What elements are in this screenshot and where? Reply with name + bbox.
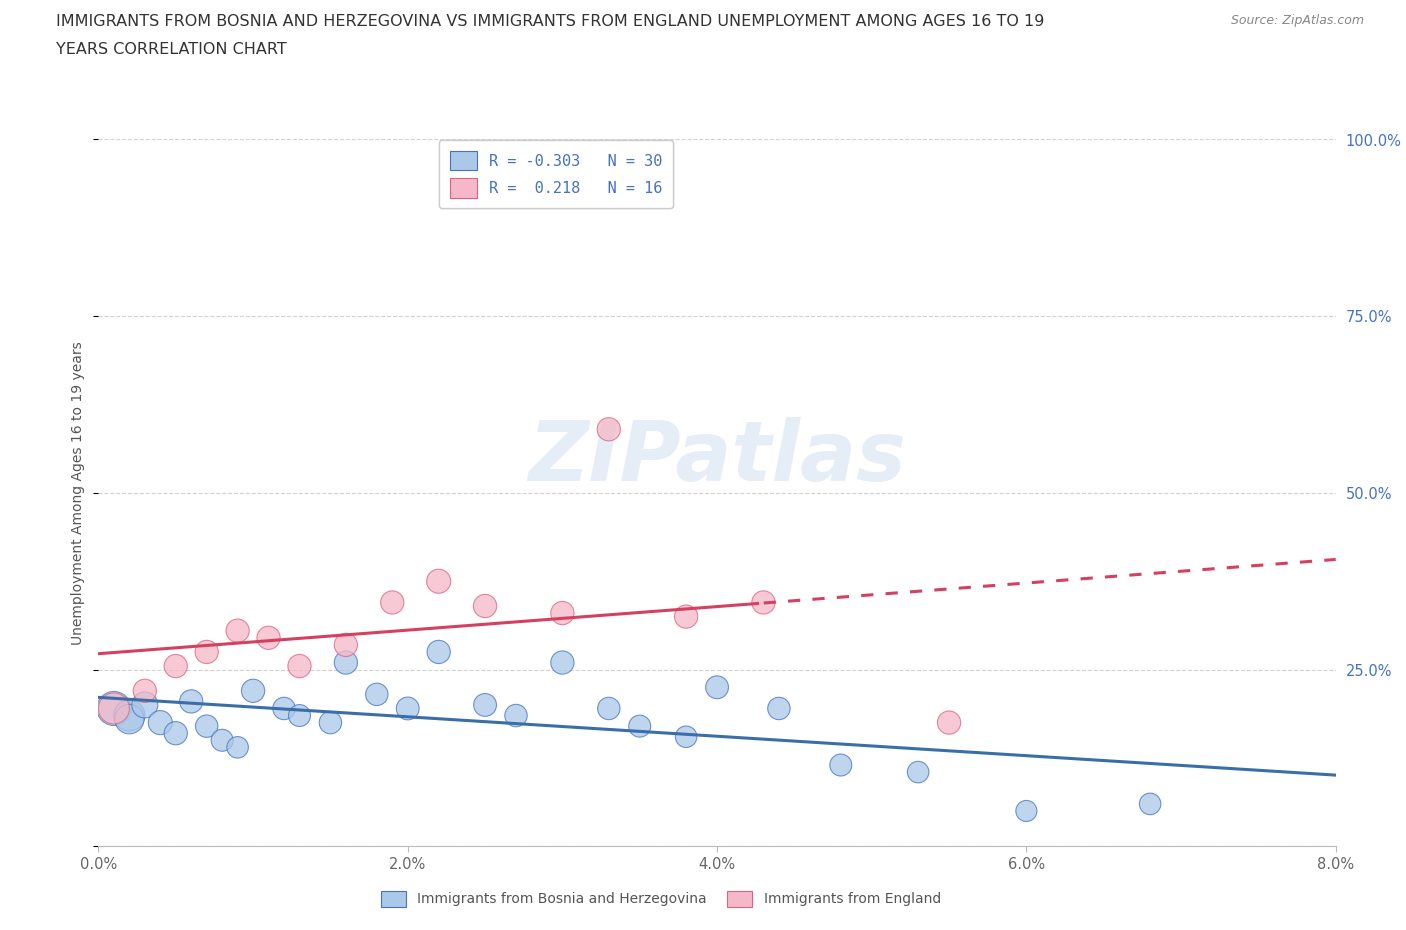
Point [149,715,172,730]
Point [257,631,280,645]
Point [938,715,960,730]
Point [830,758,852,773]
Point [551,655,574,670]
Point [103,701,125,716]
Point [242,684,264,698]
Point [628,719,651,734]
Point [474,698,496,712]
Point [1139,796,1161,811]
Point [226,623,249,638]
Point [474,599,496,614]
Point [598,422,620,437]
Point [427,574,450,589]
Point [551,605,574,620]
Point [675,609,697,624]
Point [195,719,218,734]
Point [134,698,156,712]
Text: IMMIGRANTS FROM BOSNIA AND HERZEGOVINA VS IMMIGRANTS FROM ENGLAND UNEMPLOYMENT A: IMMIGRANTS FROM BOSNIA AND HERZEGOVINA V… [56,14,1045,29]
Point [366,687,388,702]
Point [118,708,141,723]
Point [319,715,342,730]
Point [288,708,311,723]
Point [273,701,295,716]
Point [768,701,790,716]
Point [118,711,141,726]
Point [396,701,419,716]
Point [505,708,527,723]
Point [598,701,620,716]
Point [165,658,187,673]
Point [180,694,202,709]
Point [103,701,125,716]
Point [165,725,187,740]
Point [288,658,311,673]
Point [752,595,775,610]
Text: ZIPatlas: ZIPatlas [529,417,905,498]
Legend: Immigrants from Bosnia and Herzegovina, Immigrants from England: Immigrants from Bosnia and Herzegovina, … [374,884,948,914]
Point [211,733,233,748]
Text: Source: ZipAtlas.com: Source: ZipAtlas.com [1230,14,1364,27]
Legend: R = -0.303   N = 30, R =  0.218   N = 16: R = -0.303 N = 30, R = 0.218 N = 16 [439,140,673,208]
Y-axis label: Unemployment Among Ages 16 to 19 years: Unemployment Among Ages 16 to 19 years [72,341,86,644]
Point [195,644,218,659]
Point [1015,804,1038,818]
Point [427,644,450,659]
Point [675,729,697,744]
Point [907,764,929,779]
Point [335,637,357,652]
Point [134,684,156,698]
Point [226,740,249,755]
Point [706,680,728,695]
Text: YEARS CORRELATION CHART: YEARS CORRELATION CHART [56,42,287,57]
Point [335,655,357,670]
Point [381,595,404,610]
